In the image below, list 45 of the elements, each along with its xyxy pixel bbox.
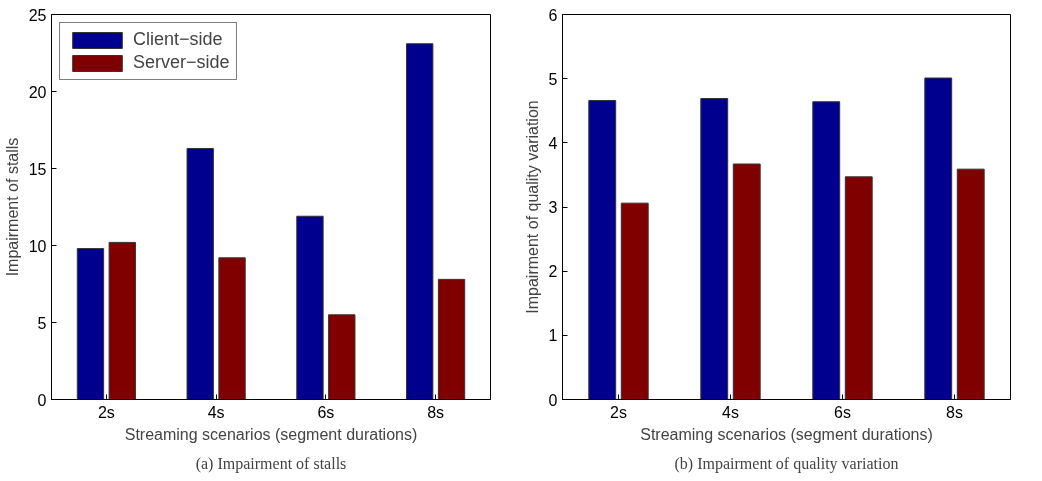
x-tick-label: 2s — [97, 403, 115, 421]
text: (b) Impairment of quality variation — [674, 454, 899, 473]
bar — [732, 163, 761, 400]
bar — [844, 176, 873, 400]
y-tick-label: 0 — [548, 391, 558, 409]
y-tick-label: 5 — [37, 314, 47, 332]
bar — [296, 215, 324, 400]
y-tick-label: 5 — [548, 70, 558, 88]
y-tick-label: 15 — [28, 160, 47, 178]
bar — [406, 43, 434, 400]
y-tick-label: 6 — [548, 6, 558, 24]
x-tick-label: 2s — [610, 403, 627, 421]
x-tick-label: 4s — [722, 403, 739, 421]
x-tick-label: 4s — [207, 403, 225, 421]
x-tick-label: 6s — [834, 403, 851, 421]
x-tick-label: 8s — [427, 403, 445, 421]
bar — [437, 278, 466, 400]
y-tick-label: 25 — [28, 6, 47, 24]
bar — [812, 101, 841, 400]
y-tick-label: 0 — [37, 391, 47, 409]
text: (a) Impairment of stalls — [195, 454, 347, 473]
bar — [956, 168, 985, 400]
x-tick-label: 6s — [317, 403, 335, 421]
bar — [218, 257, 246, 400]
bar — [108, 241, 136, 400]
x-axis-title: Streaming scenarios (segment durations) — [124, 425, 418, 443]
y-tick-label: 4 — [548, 134, 558, 152]
bar — [76, 248, 105, 400]
bar — [620, 202, 649, 400]
legend-label: Server−side — [133, 52, 230, 73]
bar — [588, 99, 617, 400]
bar — [700, 98, 729, 400]
y-tick-label: 10 — [28, 237, 47, 255]
bar — [924, 77, 953, 400]
y-tick-label: 3 — [548, 199, 558, 216]
bar — [186, 147, 214, 400]
x-tick-label: 8s — [946, 403, 963, 421]
y-axis-title: Impairment of quality variation — [523, 100, 541, 314]
y-axis-title: Impairment of stalls — [3, 137, 21, 277]
y-tick-label: 1 — [548, 327, 558, 345]
legend-label: Client−side — [133, 29, 223, 50]
y-tick-label: 2 — [548, 263, 558, 281]
x-axis-title: Streaming scenarios (segment durations) — [640, 425, 933, 443]
y-tick-label: 20 — [28, 83, 47, 101]
bar — [328, 314, 356, 400]
